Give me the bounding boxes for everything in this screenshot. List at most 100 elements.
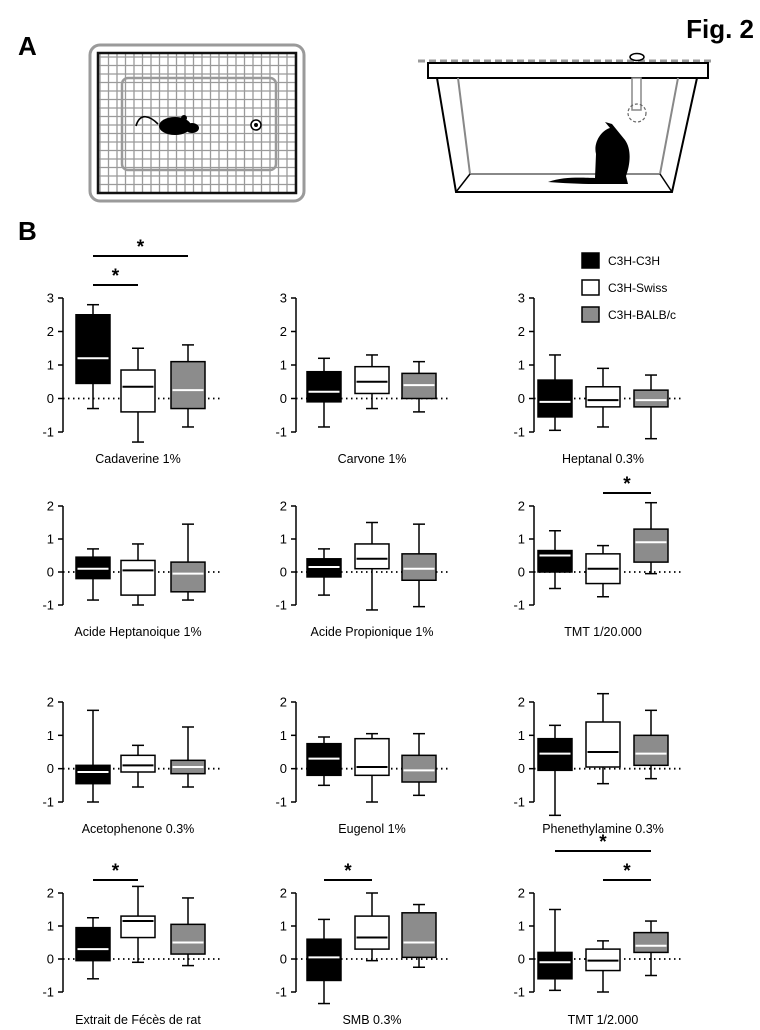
y-tick-label: 1 [280,919,287,934]
y-tick-label: -1 [42,795,54,810]
box-c3h-c3h [75,764,111,785]
y-tick-label: -1 [42,985,54,1000]
y-tick-label: 0 [518,952,525,967]
boxplot-grid: -1 0 1 2 3 * * Cadaverine 1% -1 0 1 2 3 Carvone 1% -1 0… [42,237,683,1027]
boxplot-chart: -1 0 1 2 Acetophenone 0.3% [42,695,220,836]
chart-title: TMT 1/20.000 [564,625,642,639]
y-tick-label: -1 [275,598,287,613]
y-tick-label: 2 [518,324,525,339]
y-tick-label: -1 [42,425,54,440]
y-tick-label: 0 [518,565,525,580]
y-tick-label: 2 [280,695,287,710]
y-tick-label: -1 [275,425,287,440]
mouse-side-icon [548,122,630,184]
y-tick-label: 2 [280,886,287,901]
y-tick-label: 1 [47,358,54,373]
chart-title: Extrait de Fécès de rat [75,1013,201,1027]
legend: C3H-C3H C3H-Swiss C3H-BALB/c [581,252,676,323]
y-tick-label: 1 [280,532,287,547]
box-c3h-swiss [354,915,390,950]
chart-title: Heptanal 0.3% [562,452,644,466]
legend-swatch [581,252,600,269]
y-tick-label: 1 [47,728,54,743]
y-tick-label: 2 [518,695,525,710]
cage-top-view-illustration [88,43,306,203]
box-c3h-balb-c [633,389,669,408]
y-tick-label: 2 [47,695,54,710]
box-c3h-balb-c [170,360,206,410]
chart-title: Cadaverine 1% [95,452,180,466]
y-tick-label: 3 [518,291,525,306]
y-tick-label: -1 [275,985,287,1000]
boxplot-chart: -1 0 1 2 3 Heptanal 0.3% [513,291,683,466]
box-c3h-c3h [306,370,342,403]
y-tick-label: 0 [47,952,54,967]
y-tick-label: 0 [47,391,54,406]
box-c3h-swiss [354,365,390,395]
y-tick-label: 2 [47,886,54,901]
box-c3h-balb-c [633,528,669,563]
significance-star: * [112,266,120,287]
significance-star: * [344,861,352,882]
y-tick-label: 1 [518,728,525,743]
box-c3h-c3h [537,951,573,980]
y-tick-label: 1 [280,358,287,373]
box-c3h-balb-c [633,734,669,767]
y-tick-label: -1 [513,985,525,1000]
box-c3h-swiss [354,737,390,777]
y-tick-label: 2 [280,324,287,339]
y-tick-label: 1 [47,919,54,934]
y-tick-label: 2 [518,886,525,901]
y-tick-label: -1 [513,598,525,613]
box-c3h-balb-c [401,754,437,783]
odor-well-icon [250,119,262,131]
boxplot-chart: -1 0 1 2 Phenethylamine 0.3% [513,692,683,836]
odor-dispenser-icon [627,52,647,123]
boxplot-chart: -1 0 1 2 Acide Heptanoique 1% [42,499,220,639]
boxplot-chart: -1 0 1 2 3 * * Cadaverine 1% [42,237,220,466]
legend-label: C3H-Swiss [608,281,667,295]
box-c3h-balb-c [170,923,206,955]
box-c3h-c3h [537,549,573,573]
box-c3h-balb-c [401,553,437,581]
chart-title: SMB 0.3% [342,1013,401,1027]
box-c3h-c3h [75,314,111,385]
boxplot-chart: -1 0 1 2 Eugenol 1% [275,695,451,836]
y-tick-label: 0 [280,565,287,580]
y-tick-label: 2 [47,324,54,339]
chart-title: Carvone 1% [338,452,407,466]
box-c3h-swiss [120,559,156,596]
y-tick-label: 3 [280,291,287,306]
chart-title: Eugenol 1% [338,822,405,836]
boxplot-chart: -1 0 1 2 * SMB 0.3% [275,861,451,1027]
box-c3h-swiss [585,386,621,408]
panel-b-label: B [18,216,37,246]
cage-side-view-illustration [418,52,712,193]
y-tick-label: 0 [518,391,525,406]
y-tick-label: 0 [47,761,54,776]
box-c3h-balb-c [633,931,669,954]
y-tick-label: 0 [280,761,287,776]
y-tick-label: 1 [518,358,525,373]
box-c3h-swiss [354,543,390,570]
significance-star: * [623,474,631,495]
box-c3h-swiss [120,915,156,939]
boxplot-chart: -1 0 1 2 3 Carvone 1% [275,291,451,466]
y-tick-label: 1 [518,919,525,934]
box-c3h-c3h [306,938,342,982]
legend-label: C3H-C3H [608,254,660,268]
chart-title: Acide Propionique 1% [311,625,434,639]
box-c3h-swiss [120,369,156,413]
chart-title: Acetophenone 0.3% [82,822,195,836]
chart-title: TMT 1/2.000 [568,1013,639,1027]
boxplot-chart: -1 0 1 2 * * TMT 1/2.000 [513,832,683,1027]
box-c3h-balb-c [401,912,437,959]
y-tick-label: 2 [280,499,287,514]
y-tick-label: 0 [47,565,54,580]
boxplot-chart: -1 0 1 2 * TMT 1/20.000 [513,474,683,639]
boxplot-chart: -1 0 1 2 Acide Propionique 1% [275,499,451,639]
y-tick-label: -1 [513,425,525,440]
significance-star: * [137,237,145,258]
mouse-top-icon [135,115,199,135]
